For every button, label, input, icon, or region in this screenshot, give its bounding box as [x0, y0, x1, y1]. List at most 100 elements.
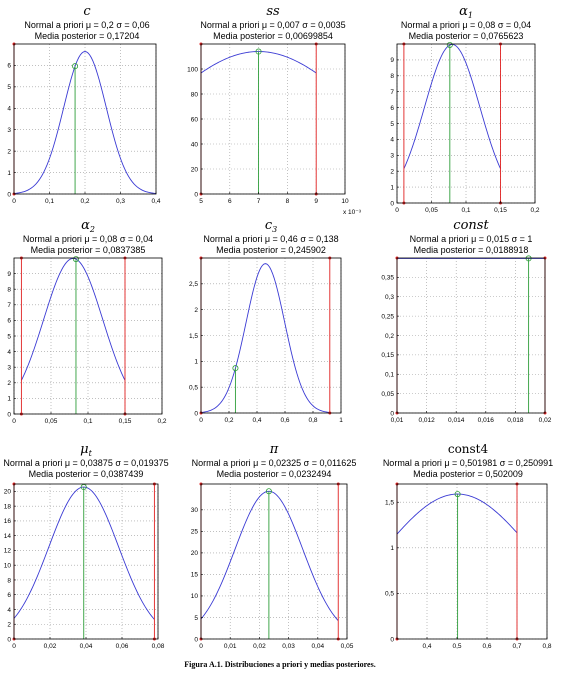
y-tick-label: 6 — [7, 592, 11, 599]
x-tick-label: 0,3 — [116, 198, 125, 205]
y-tick-label: 0 — [7, 636, 11, 643]
y-tick-label: 6 — [7, 318, 11, 325]
y-tick-label: 2 — [7, 380, 11, 387]
chart-title: α1 — [459, 4, 473, 20]
axes-frame — [200, 483, 348, 640]
y-tick-label: 1 — [390, 545, 394, 552]
y-tick-label: 4 — [7, 607, 11, 614]
prior-text: Normal a priori μ = 0,501981 σ = 0,25099… — [383, 458, 553, 468]
prior-text: Normal a priori μ = 0,2 σ = 0,06 — [24, 20, 149, 30]
y-tick-label: 100 — [187, 66, 198, 73]
chart-title-subscript: t — [89, 449, 93, 458]
chart-panel-9: const4 Normal a priori μ = 0,501981 σ = 0… — [383, 442, 553, 650]
x-tick-label: 0 — [12, 198, 16, 205]
y-tick-label: 20 — [4, 489, 12, 496]
y-tick-label: 4 — [7, 106, 11, 113]
y-tick-label: 0,15 — [381, 352, 394, 359]
y-tick-label: 0,25 — [381, 313, 394, 320]
posterior-text: Media posterior = 0,0837385 — [31, 245, 146, 255]
x-tick-label: 0 — [199, 643, 203, 650]
x-tick-label: 0,018 — [507, 417, 524, 424]
y-tick-label: 8 — [7, 287, 11, 294]
x-tick-label: 0,1 — [45, 198, 54, 205]
posterior-mean-marker — [72, 256, 79, 263]
x-tick-label: 0,2 — [80, 198, 89, 205]
y-tick-label: 80 — [191, 91, 199, 98]
x-tick-label: 0,014 — [448, 417, 465, 424]
y-tick-label: 0 — [7, 191, 11, 198]
y-tick-label: 7 — [390, 89, 394, 96]
posterior-text: Media posterior = 0,0765623 — [409, 31, 524, 41]
y-tick-label: 0,3 — [385, 294, 394, 301]
y-tick-label: 0 — [390, 636, 394, 643]
x-tick-label: 0,7 — [512, 643, 521, 650]
chart-title: μt — [80, 442, 92, 458]
posterior-mean-marker — [446, 42, 453, 49]
posterior-text: Media posterior = 0,17204 — [35, 31, 140, 41]
y-tick-label: 2 — [7, 622, 11, 629]
prior-text: Normal a priori μ = 0,46 σ = 0,138 — [203, 234, 338, 244]
x-tick-label: 10 — [341, 198, 349, 205]
x-tick-label: 0,02 — [253, 643, 266, 650]
axes-frame — [396, 257, 546, 414]
y-tick-label: 1 — [390, 184, 394, 191]
prior-text: Normal a priori μ = 0,08 σ = 0,04 — [401, 20, 531, 30]
y-tick-label: 20 — [191, 550, 199, 557]
y-tick-label: 10 — [191, 593, 199, 600]
y-tick-label: 40 — [191, 141, 199, 148]
y-tick-label: 5 — [390, 121, 394, 128]
chart-title-subscript: 1 — [468, 11, 473, 20]
y-tick-label: 4 — [7, 349, 11, 356]
posterior-text: Media posterior = 0,0232494 — [217, 469, 332, 479]
x-tick-label: 0,15 — [119, 418, 132, 425]
x-tick-label: 0,6 — [482, 643, 491, 650]
x-tick-label: 9 — [314, 198, 318, 205]
y-tick-label: 0 — [390, 200, 394, 207]
y-tick-label: 6 — [7, 63, 11, 70]
y-tick-label: 8 — [7, 577, 11, 584]
posterior-mean-marker — [80, 484, 87, 491]
y-tick-label: 60 — [191, 116, 199, 123]
x-tick-label: 7 — [257, 198, 261, 205]
y-tick-label: 6 — [390, 105, 394, 112]
chart-title: const — [453, 218, 489, 233]
y-tick-label: 3 — [390, 153, 394, 160]
chart-title: ss — [266, 4, 280, 19]
prior-density-curve — [200, 490, 339, 621]
posterior-text: Media posterior = 0,502009 — [413, 469, 523, 479]
prior-density-curve — [396, 493, 518, 535]
prior-text: Normal a priori μ = 0,007 σ = 0,0035 — [200, 20, 345, 30]
y-tick-label: 2,5 — [189, 281, 198, 288]
prior-text: Normal a priori μ = 0,03875 σ = 0,019375 — [3, 458, 168, 468]
posterior-mean-marker — [72, 63, 79, 70]
chart-title: c3 — [265, 218, 277, 234]
figure-caption: Figura A.1. Distribuciones a priori y me… — [184, 660, 375, 669]
x-tick-label: 0,6 — [280, 417, 289, 424]
prior-density-curve — [200, 51, 317, 74]
chart-title: π — [269, 442, 279, 457]
x-tick-label: 5 — [199, 198, 203, 205]
prior-density-curve — [200, 263, 330, 413]
x-tick-label: 0,03 — [282, 643, 295, 650]
x-tick-label: 0,04 — [311, 643, 324, 650]
x-tick-label: 0,4 — [422, 643, 431, 650]
x-tick-label: 8 — [286, 198, 290, 205]
posterior-mean-marker — [232, 365, 239, 372]
x-tick-label: 0,2 — [530, 207, 539, 214]
posterior-text: Media posterior = 0,245902 — [216, 245, 326, 255]
x-tick-label: 0,02 — [539, 417, 552, 424]
posterior-mean-marker — [255, 48, 262, 55]
posterior-text: Media posterior = 0,0188918 — [414, 245, 529, 255]
y-tick-label: 4 — [390, 137, 394, 144]
y-tick-label: 1 — [7, 396, 11, 403]
x-tick-label: 0,05 — [341, 643, 354, 650]
posterior-text: Media posterior = 0,00699854 — [213, 31, 333, 41]
x-tick-label: 0,4 — [151, 198, 160, 205]
x-tick-label: 1 — [339, 417, 343, 424]
y-tick-label: 30 — [191, 507, 199, 514]
